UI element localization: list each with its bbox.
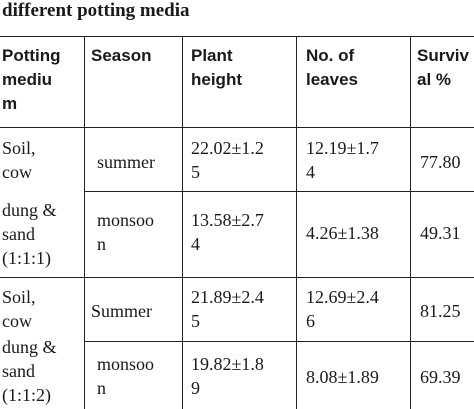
table-cell-height: 21.89±2.4 5 bbox=[191, 287, 264, 331]
table-cell-leaves: 12.19±1.7 4 bbox=[306, 138, 379, 182]
table-top-rule bbox=[0, 36, 474, 37]
table-cell-height: 19.82±1.8 9 bbox=[191, 354, 264, 398]
column-divider bbox=[84, 37, 85, 409]
header-potting-medium: Potting mediu m bbox=[2, 46, 61, 113]
table-cell-survival: 81.25 bbox=[420, 301, 461, 321]
table-cell-medium: Soil, cow bbox=[2, 138, 36, 182]
row-divider bbox=[85, 191, 474, 192]
table-cell-leaves: 12.69±2.4 6 bbox=[306, 287, 379, 331]
table-cell-leaves: 4.26±1.38 bbox=[306, 223, 379, 243]
table-cell-medium: dung & sand (1:1:2) bbox=[2, 337, 57, 405]
column-divider bbox=[182, 37, 183, 409]
table-cell-leaves: 8.08±1.89 bbox=[306, 367, 379, 387]
table-cell-survival: 77.80 bbox=[420, 152, 461, 172]
column-divider bbox=[410, 37, 411, 409]
table-cell-season: monsoo n bbox=[97, 210, 155, 254]
table-cell-season: monsoo n bbox=[97, 354, 155, 398]
table-cell-height: 13.58±2.7 4 bbox=[191, 210, 264, 254]
group-divider bbox=[0, 277, 474, 278]
table-cell-height: 22.02±1.2 5 bbox=[191, 138, 264, 182]
header-plant-height: Plant height bbox=[191, 46, 242, 89]
table-cell-medium: dung & sand (1:1:1) bbox=[2, 200, 57, 268]
table-cell-medium: Soil, cow bbox=[2, 287, 36, 331]
table-cell-survival: 49.31 bbox=[420, 223, 461, 243]
column-divider bbox=[296, 37, 297, 409]
table-caption: different potting media bbox=[2, 0, 190, 21]
row-divider bbox=[85, 341, 474, 342]
table-cell-survival: 69.39 bbox=[420, 367, 461, 387]
table-cell-season: Summer bbox=[91, 301, 152, 321]
header-survival: Surviv al % bbox=[417, 46, 469, 89]
header-season: Season bbox=[91, 46, 152, 65]
table-cell-season: summer bbox=[97, 152, 155, 172]
header-bottom-rule bbox=[0, 127, 474, 128]
header-no-of-leaves: No. of leaves bbox=[306, 46, 358, 89]
